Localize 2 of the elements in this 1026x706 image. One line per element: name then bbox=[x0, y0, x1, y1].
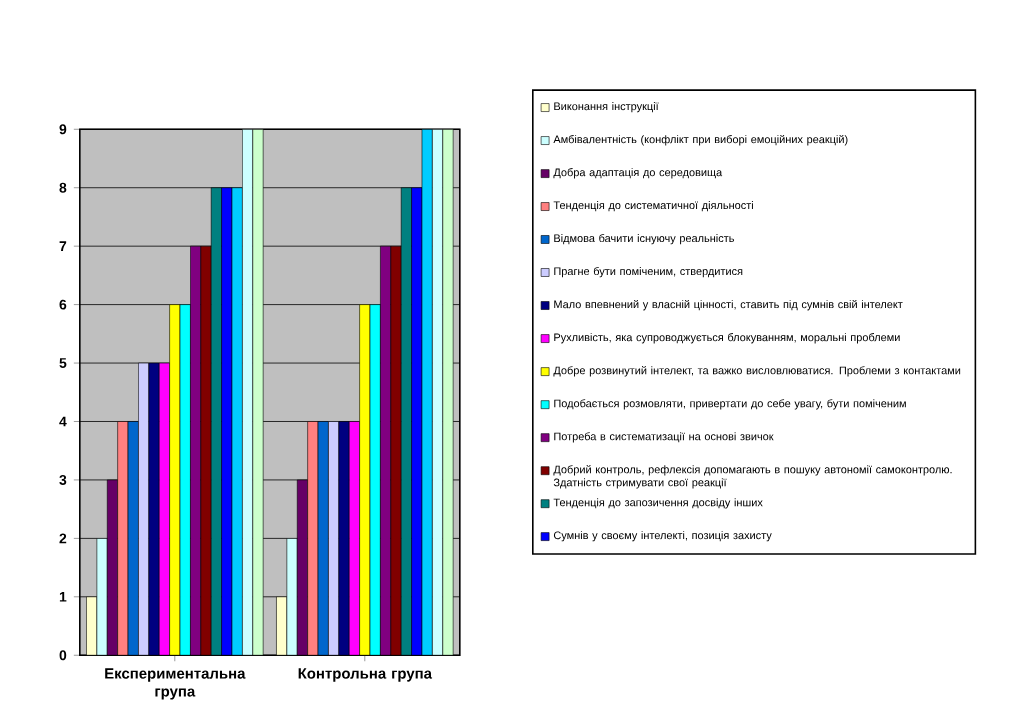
bar bbox=[390, 245, 402, 656]
bar bbox=[200, 245, 212, 656]
